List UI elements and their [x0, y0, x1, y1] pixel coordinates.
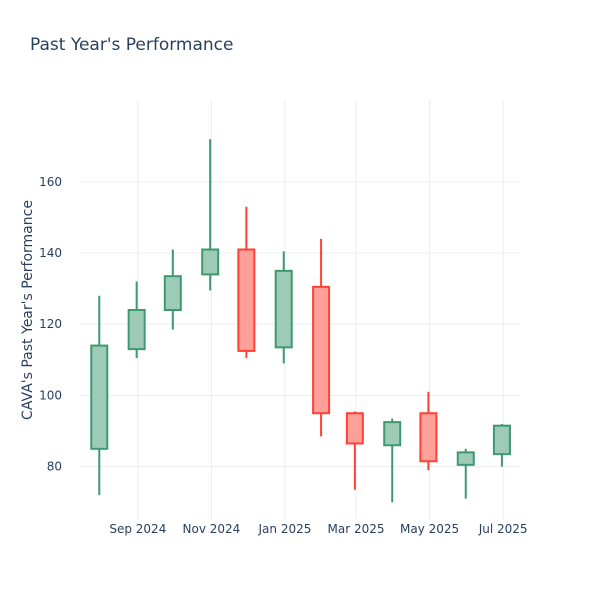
candle-body	[127, 309, 146, 351]
x-tick-label: Jul 2025	[478, 522, 528, 536]
candle-decreasing	[345, 411, 364, 490]
candle-decreasing	[419, 391, 438, 471]
candle-layer	[90, 139, 511, 503]
candle-increasing	[201, 139, 220, 291]
candle-increasing	[492, 423, 511, 467]
candle-body	[345, 412, 364, 445]
grid-layer	[80, 100, 520, 520]
candle-increasing	[90, 295, 109, 496]
x-tick-label: Mar 2025	[328, 522, 385, 536]
candle-body	[237, 248, 256, 352]
candle-increasing	[163, 249, 182, 330]
x-tick-label: Nov 2024	[183, 522, 241, 536]
candle-body	[456, 451, 475, 466]
candle-increasing	[127, 281, 146, 359]
candle-increasing	[274, 251, 293, 364]
x-tick-label: Sep 2024	[109, 522, 166, 536]
candle-increasing	[456, 448, 475, 499]
candle-body	[201, 248, 220, 276]
y-axis-title: CAVA's Past Year's Performance	[20, 200, 36, 420]
y-tick-label: 80	[47, 460, 62, 474]
y-tick-label: 160	[39, 175, 62, 189]
x-tick-label: Jan 2025	[258, 522, 312, 536]
x-tick-labels: Sep 2024 Nov 2024 Jan 2025 Mar 2025 May 2025…	[109, 522, 527, 536]
candle-body	[419, 412, 438, 463]
x-tick-label: May 2025	[400, 522, 459, 536]
candle-body	[383, 421, 402, 447]
candle-increasing	[383, 418, 402, 503]
candle-body	[274, 269, 293, 349]
candle-body	[163, 275, 182, 311]
candle-decreasing	[237, 206, 256, 359]
y-tick-label: 140	[39, 246, 62, 260]
chart-title: Past Year's Performance	[30, 35, 234, 55]
candle-body	[492, 424, 511, 456]
candle-body	[90, 344, 109, 450]
candle-decreasing	[312, 238, 331, 437]
y-tick-labels: 80 100 120 140 160	[39, 175, 62, 474]
y-tick-label: 100	[39, 388, 62, 402]
candle-body	[312, 285, 331, 415]
y-tick-label: 120	[39, 317, 62, 331]
